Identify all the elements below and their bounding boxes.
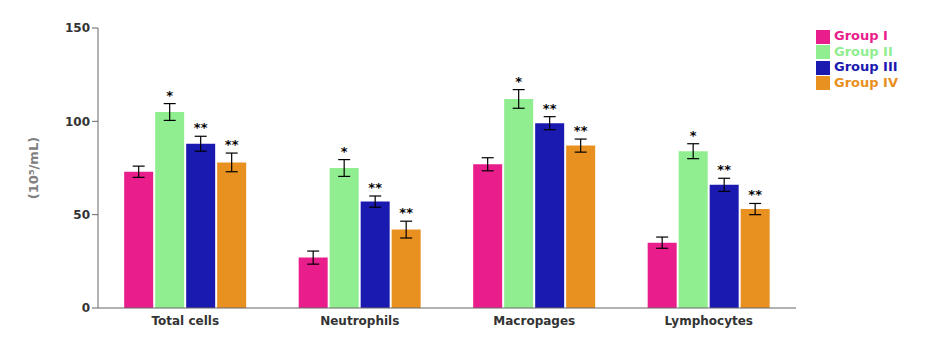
- svg-text:50: 50: [73, 208, 90, 222]
- svg-text:**: **: [225, 137, 239, 152]
- svg-text:**: **: [748, 187, 762, 202]
- svg-text:**: **: [717, 162, 731, 177]
- svg-text:100: 100: [65, 115, 90, 129]
- svg-text:150: 150: [65, 21, 90, 35]
- svg-text:*: *: [690, 128, 697, 143]
- svg-text:**: **: [368, 180, 382, 195]
- svg-text:Neutrophils: Neutrophils: [320, 314, 399, 328]
- svg-text:Macropages: Macropages: [493, 314, 575, 328]
- svg-text:**: **: [543, 101, 557, 116]
- svg-text:(10⁵/mL): (10⁵/mL): [26, 137, 41, 199]
- svg-text:Total cells: Total cells: [151, 314, 219, 328]
- svg-text:0: 0: [82, 301, 90, 315]
- svg-text:*: *: [341, 144, 348, 159]
- html-text:Group IV: Group IV: [834, 74, 898, 90]
- html-text:Group I: Group I: [834, 28, 888, 43]
- html-text:Group II: Group II: [834, 43, 893, 59]
- svg-text:*: *: [166, 88, 173, 103]
- svg-text:*: *: [515, 74, 522, 89]
- svg-text:**: **: [399, 205, 413, 220]
- html-text:Group III: Group III: [834, 59, 898, 74]
- svg-text:Lymphocytes: Lymphocytes: [665, 314, 754, 328]
- svg-text:**: **: [194, 120, 208, 135]
- svg-text:**: **: [574, 123, 588, 138]
